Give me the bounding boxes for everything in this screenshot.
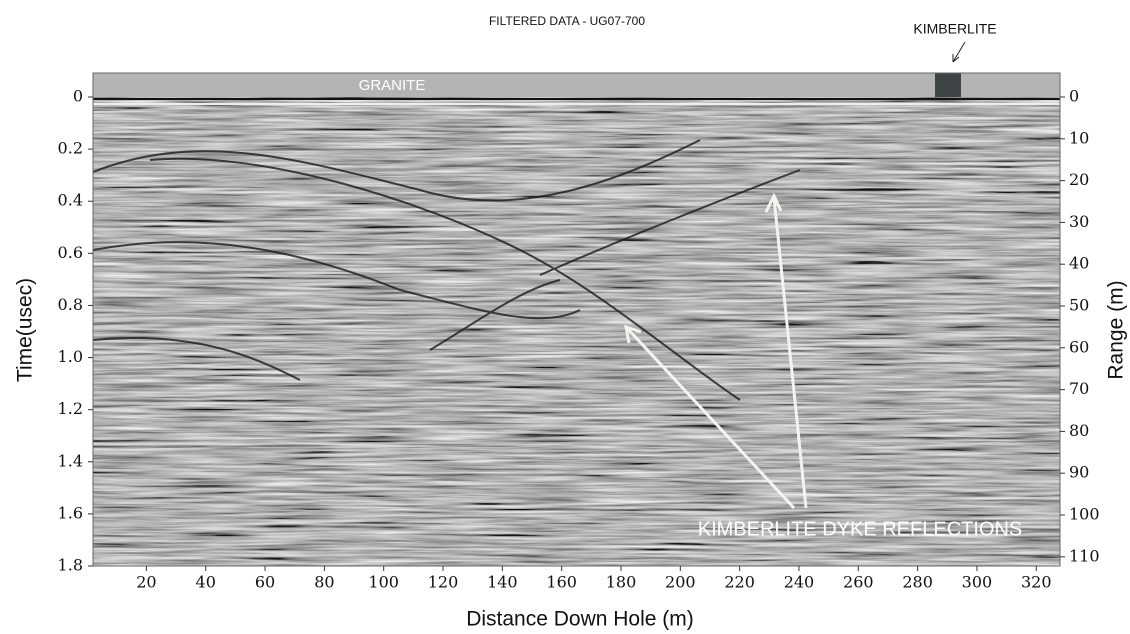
y2-tick-label: 70	[1069, 379, 1089, 398]
y2-tick-label: 100	[1069, 505, 1100, 524]
x-tick-label: 300	[962, 573, 993, 592]
y-tick-label: 1.0	[58, 347, 83, 366]
x-tick-label: 100	[368, 573, 399, 592]
y-tick-label: 0.4	[58, 191, 83, 210]
y2-tick-label: 80	[1069, 421, 1089, 440]
kimberlite-arrow	[952, 41, 966, 63]
kimberlite-label: KIMBERLITE	[913, 21, 996, 37]
x-tick-label: 60	[255, 573, 275, 592]
x-tick-label: 40	[196, 573, 216, 592]
y-tick-label: 0.2	[58, 139, 83, 158]
x-tick-label: 240	[784, 573, 815, 592]
x-axis-title: Distance Down Hole (m)	[466, 608, 694, 631]
y2-tick-label: 0	[1069, 87, 1079, 106]
x-tick-label: 260	[843, 573, 874, 592]
x-tick-label: 200	[665, 573, 696, 592]
callout-arrows	[624, 192, 808, 510]
y2-tick-label: 110	[1069, 546, 1100, 565]
x-tick-label: 280	[902, 573, 933, 592]
y-tick-label: 0.6	[58, 243, 83, 262]
plot-frame	[92, 72, 1061, 567]
x-tick-label: 140	[487, 573, 518, 592]
y2-tick-label: 40	[1069, 254, 1089, 273]
dyke-label: KIMBERLITE DYKE REFLECTIONS	[698, 518, 1023, 540]
kimberlite-block	[935, 73, 961, 97]
y-tick-label: 1.4	[58, 451, 83, 470]
y2-tick-label: 20	[1069, 170, 1089, 189]
y-tick-label: 1.8	[58, 556, 83, 575]
y-tick-label: 0.8	[58, 295, 83, 314]
x-tick-label: 160	[546, 573, 577, 592]
radargram-texture	[93, 97, 1060, 566]
y2-tick-label: 90	[1069, 463, 1089, 482]
chart-title: FILTERED DATA - UG07-700	[489, 14, 645, 28]
x-tick-label: 80	[314, 573, 334, 592]
y-axis-title: Time(usec)	[14, 278, 37, 382]
y-tick-label: 1.2	[58, 399, 83, 418]
y2-tick-label: 50	[1069, 296, 1089, 315]
y-tick-label: 0	[73, 87, 83, 106]
x-tick-label: 120	[428, 573, 459, 592]
x-tick-label: 180	[606, 573, 637, 592]
reflections	[92, 139, 801, 401]
y2-tick-label: 60	[1069, 337, 1089, 356]
y2-tick-label: 10	[1069, 128, 1089, 147]
y2-tick-label: 30	[1069, 212, 1089, 231]
x-tick-label: 220	[724, 573, 755, 592]
y2-axis-title: Range (m)	[1105, 280, 1128, 379]
granite-label: GRANITE	[359, 77, 426, 94]
y-tick-label: 1.6	[58, 503, 83, 522]
x-tick-label: 20	[136, 573, 156, 592]
lithology-strip	[93, 73, 1060, 97]
x-tick-label: 320	[1021, 573, 1052, 592]
